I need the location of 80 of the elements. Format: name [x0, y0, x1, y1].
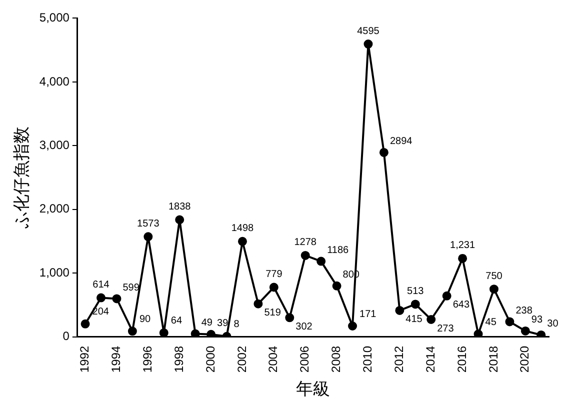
- y-tick-label: 2,000: [39, 202, 70, 216]
- point: [254, 299, 263, 308]
- x-tick-label: 2016: [454, 346, 469, 373]
- point: [379, 148, 388, 157]
- data-label: 614: [92, 280, 110, 291]
- x-tick-label: 2014: [423, 346, 438, 373]
- point: [206, 330, 216, 337]
- point: [489, 284, 498, 294]
- point: [316, 256, 326, 266]
- data-label: 39: [217, 318, 229, 330]
- point: [112, 294, 122, 304]
- point: [159, 328, 168, 337]
- point: [395, 306, 404, 315]
- point: [175, 215, 184, 224]
- x-tick-label: 1998: [172, 346, 186, 373]
- point: [96, 293, 106, 302]
- y-axis-title: ふ化仔魚指数: [12, 126, 31, 230]
- point: [426, 315, 436, 324]
- point: [269, 282, 278, 292]
- data-label: 643: [452, 300, 470, 311]
- data-label: 4595: [357, 26, 380, 37]
- point: [442, 291, 452, 300]
- y-tick-label: 3,000: [39, 138, 70, 152]
- point: [128, 326, 137, 336]
- x-tick-label: 2020: [518, 346, 532, 373]
- data-label: 1838: [168, 202, 192, 212]
- point: [80, 319, 90, 328]
- x-tick-label: 1996: [140, 346, 154, 373]
- data-label: 513: [407, 286, 424, 297]
- x-tick-label: 2010: [360, 346, 375, 373]
- data-label: 1,231: [450, 240, 476, 252]
- data-label: 45: [485, 316, 497, 328]
- data-label: 1278: [294, 237, 317, 248]
- point: [300, 250, 310, 260]
- data-label: 273: [437, 323, 454, 334]
- data-label: 238: [516, 305, 533, 316]
- data-label: 8: [234, 319, 240, 330]
- x-tick-label: 1992: [78, 346, 92, 373]
- point: [474, 330, 483, 337]
- point: [505, 317, 514, 326]
- data-label: 2894: [390, 136, 413, 148]
- data-label: 599: [122, 282, 140, 294]
- data-label: 1186: [327, 245, 350, 256]
- x-tick-label: 2018: [486, 346, 500, 373]
- point: [536, 330, 546, 337]
- data-label: 302: [296, 321, 313, 332]
- point: [144, 232, 153, 242]
- data-label: 64: [170, 316, 182, 327]
- x-tick-label: 2006: [298, 346, 312, 373]
- data-label: 1573: [137, 218, 160, 230]
- data-label: 1498: [231, 223, 254, 234]
- y-tick-label: 4,000: [39, 74, 70, 88]
- data-label: 415: [406, 314, 423, 326]
- data-label: 750: [486, 270, 503, 282]
- x-tick-label: 2002: [234, 346, 249, 373]
- data-label: 171: [360, 308, 377, 320]
- x-tick-label: 2008: [329, 346, 344, 373]
- data-label: 30: [547, 318, 559, 330]
- x-tick-label: 2004: [266, 346, 280, 373]
- point: [238, 236, 247, 246]
- y-tick-label: 5,000: [39, 10, 70, 25]
- point: [190, 329, 200, 337]
- x-axis-title: 年級: [296, 379, 330, 398]
- point: [285, 313, 294, 322]
- data-label: 90: [139, 314, 152, 325]
- x-tick-label: 2012: [392, 346, 406, 373]
- y-tick-label: 1,000: [39, 265, 70, 280]
- data-label: 779: [266, 269, 283, 280]
- point: [410, 300, 420, 309]
- point: [458, 254, 468, 263]
- point: [364, 40, 373, 49]
- point: [520, 326, 530, 336]
- data-label: 519: [264, 308, 282, 319]
- point: [348, 322, 358, 331]
- x-tick-label: 2000: [203, 346, 218, 373]
- y-tick-label: 0: [62, 329, 70, 344]
- data-label: 49: [201, 318, 213, 329]
- point: [332, 281, 342, 290]
- data-label: 93: [531, 314, 543, 326]
- x-tick-label: 1994: [109, 346, 124, 373]
